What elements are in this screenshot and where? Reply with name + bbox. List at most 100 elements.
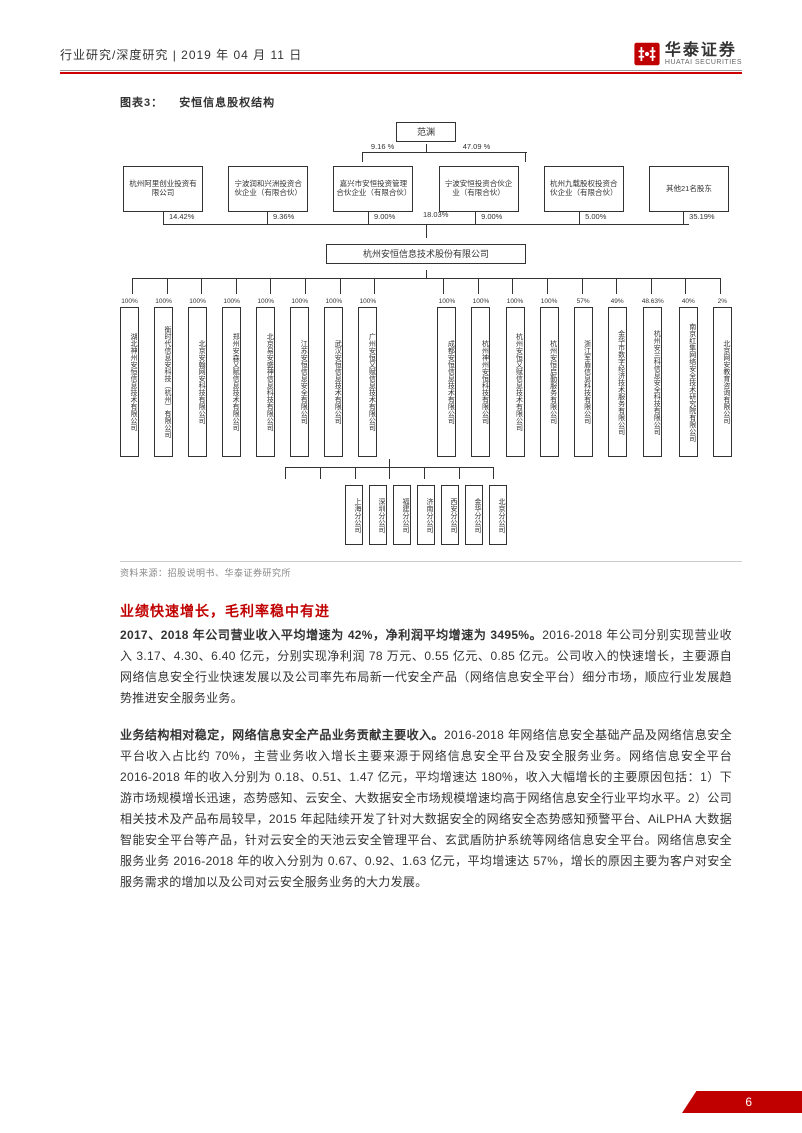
org-shareholder-pct: 14.42% [169,212,194,221]
page-number-flag: 6 [682,1091,802,1113]
org-subsidiary: 100% 北京安翰网安科技有限公司 [188,298,207,457]
p1-bold: 2017、2018 年公司营业收入平均增速为 42%，净利润平均增速为 3495… [120,628,542,642]
org-subsidiary: 100% 杭州安恒启勤服务有限公司 [540,298,559,457]
org-shareholder: 宁波安恒投资合伙企业（有限合伙） [436,166,522,212]
org-subsidiary-box: 衡时代信息安科技（杭州）有限公司 [154,307,173,457]
org-company-box: 杭州安恒信息技术股份有限公司 [326,244,526,264]
org-subsidiary-pct: 40% [682,298,695,305]
org-subsidiary-pct: 100% [541,298,558,305]
org-subsidiary: 100% 郑州安森又赋信息技术有限公司 [222,298,241,457]
page-header: 行业研究/深度研究 | 2019 年 04 月 11 日 华泰证券 HUATAI… [60,40,742,71]
org-subsidiary-pct: 100% [507,298,524,305]
org-top-person: 范渊 [396,122,456,142]
org-subsidiary: 48.63%杭州安兰科信息安全科技有限公司 [642,298,664,457]
page-root: 行业研究/深度研究 | 2019 年 04 月 11 日 华泰证券 HUATAI… [0,0,802,1133]
org-subsidiary: 100% 杭州神州安恒科技有限公司 [471,298,490,457]
org-subsidiary-box: 江苏安恒信息安全有限公司 [290,307,309,457]
org-branch-box: 金华分公司 [465,485,483,545]
org-subsidiaries-row: 100%湖北神州安恒信息技术有限公司100%衡时代信息安科技（杭州）有限公司10… [120,298,732,457]
org-shareholder: 宁波润和兴洲投资合伙企业（有限合伙） [225,166,311,212]
org-subsidiary: 100%衡时代信息安科技（杭州）有限公司 [154,298,173,457]
org-subsidiary-pct: 100% [439,298,456,305]
org-shareholder-box: 宁波润和兴洲投资合伙企业（有限合伙） [228,166,308,212]
org-shareholder-box: 其他21名股东 [649,166,729,212]
org-subsidiary-pct: 57% [577,298,590,305]
p2-bold: 业务结构相对稳定，网络信息安全产品业务贡献主要收入。 [120,728,444,742]
org-shareholder-pct: 35.19% [689,212,714,221]
org-conn-mid: 18.03% 14.42%9.36%9.00%9.00%5.00%35.19% [120,212,732,238]
paragraph-2: 业务结构相对稳定，网络信息安全产品业务贡献主要收入。2016-2018 年网络信… [120,725,732,893]
org-subsidiary-pct: 100% [325,298,342,305]
org-subsidiary: 100% 广州安恒又赋信息技术有限公司 [358,298,377,457]
logo: 华泰证券 HUATAI SECURITIES [633,40,742,68]
org-chart: 范渊 9.16 % 47.09 % 杭州阿里创业投资有限公司宁波润和兴洲投资合伙… [120,118,732,551]
org-shareholder-box: 宁波安恒投资合伙企业（有限合伙） [439,166,519,212]
org-subsidiary-box: 金华市数字经济技术服务有限公司 [608,307,627,457]
org-subsidiary-box: 武汉安恒信息技术有限公司 [324,307,343,457]
org-top-left-pct: 9.16 % [371,142,394,151]
breadcrumb: 行业研究/深度研究 | 2019 年 04 月 11 日 [60,46,302,63]
org-subsidiary-pct: 100% [223,298,240,305]
breadcrumb-text: 行业研究/深度研究 [60,48,168,62]
logo-en: HUATAI SECURITIES [665,59,742,66]
org-subsidiary: 57% 浙江军盾信息科技有限公司 [574,298,593,457]
org-shareholder-pct: 9.00% [481,212,502,221]
org-subsidiary-box: 杭州安恒又赋信息技术有限公司 [506,307,525,457]
org-subsidiary-pct: 49% [611,298,624,305]
org-subsidiary: 2%北京网安教育咨询有限公司 [713,298,732,457]
org-shareholder: 杭州阿里创业投资有限公司 [120,166,206,212]
org-subsidiary-box: 广州安恒又赋信息技术有限公司 [358,307,377,457]
header-sep: | [173,48,181,62]
org-shareholder-pct: 9.00% [374,212,395,221]
page-footer: 6 [682,1091,802,1113]
org-subsidiary [392,298,422,457]
org-branch-box: 福建分公司 [393,485,411,545]
org-shareholder-pct: 5.00% [585,212,606,221]
org-subsidiary-box: 浙江军盾信息科技有限公司 [574,307,593,457]
org-subsidiary: 100%成都安恒信息技术有限公司 [437,298,456,457]
org-subsidiary: 49% 金华市数字经济技术服务有限公司 [608,298,627,457]
page-number: 6 [745,1095,752,1109]
logo-text: 华泰证券 HUATAI SECURITIES [665,43,742,66]
figure-title: 图表3： 安恒信息股权结构 [120,94,742,110]
paragraph-1: 2017、2018 年公司营业收入平均增速为 42%，净利润平均增速为 3495… [120,625,732,709]
org-subsidiary-box: 北京安翰网安科技有限公司 [188,307,207,457]
org-subsidiary: 40% 南京红隼网络安全技术研究院有限公司 [679,298,698,457]
org-conn-top: 9.16 % 47.09 % [120,144,732,162]
org-shareholder: 其他21名股东 [646,166,732,212]
org-subsidiary-pct: 100% [189,298,206,305]
org-branches-row: 上海分公司深圳分公司福建分公司济南分公司西安分公司金华分公司北京分公司 [120,485,732,545]
logo-cn: 华泰证券 [665,43,742,59]
org-shareholder-box: 杭州九载股权投资合伙企业（有限合伙） [544,166,624,212]
org-subsidiary-pct: 100% [121,298,138,305]
org-subsidiary-box: 南京红隼网络安全技术研究院有限公司 [679,307,698,457]
org-subsidiary-box: 郑州安森又赋信息技术有限公司 [222,307,241,457]
org-shareholder-box: 杭州阿里创业投资有限公司 [123,166,203,212]
org-shareholder: 嘉兴市安恒投资管理合伙企业（有限合伙） [330,166,416,212]
org-shareholder-pct: 9.36% [273,212,294,221]
org-subsidiary-pct: 100% [473,298,490,305]
figure-label: 图表3： [120,97,163,109]
org-branch-box: 济南分公司 [417,485,435,545]
org-subsidiary: 100% 北京易安盛神信息科技有限公司 [256,298,275,457]
org-top-right-pct: 47.09 % [463,142,491,151]
header-red-bar [60,72,742,74]
org-branch-box: 上海分公司 [345,485,363,545]
figure-title-text: 安恒信息股权结构 [179,97,275,109]
org-subsidiary-pct: 2% [718,298,727,305]
org-shareholder-box: 嘉兴市安恒投资管理合伙企业（有限合伙） [333,166,413,212]
header-date: 2019 年 04 月 11 日 [181,48,302,62]
org-branch-box: 北京分公司 [489,485,507,545]
org-subsidiary-pct: 100% [291,298,308,305]
org-subsidiary-box: 湖北神州安恒信息技术有限公司 [120,307,139,457]
figure-source: 资料来源：招股说明书、华泰证券研究所 [120,561,742,579]
org-subsidiary-pct: 100% [257,298,274,305]
org-subsidiary: 100% 武汉安恒信息技术有限公司 [324,298,343,457]
org-subsidiary-pct: 100% [360,298,377,305]
org-subsidiary-box: 杭州神州安恒科技有限公司 [471,307,490,457]
org-subsidiary-box: 北京易安盛神信息科技有限公司 [256,307,275,457]
p2-rest: 2016-2018 年网络信息安全基础产品及网络信息安全平台收入占比约 70%，… [120,728,732,889]
org-subsidiary-box: 杭州安恒启勤服务有限公司 [540,307,559,457]
org-conn-subs [120,270,732,294]
org-conn-branches [120,461,732,479]
